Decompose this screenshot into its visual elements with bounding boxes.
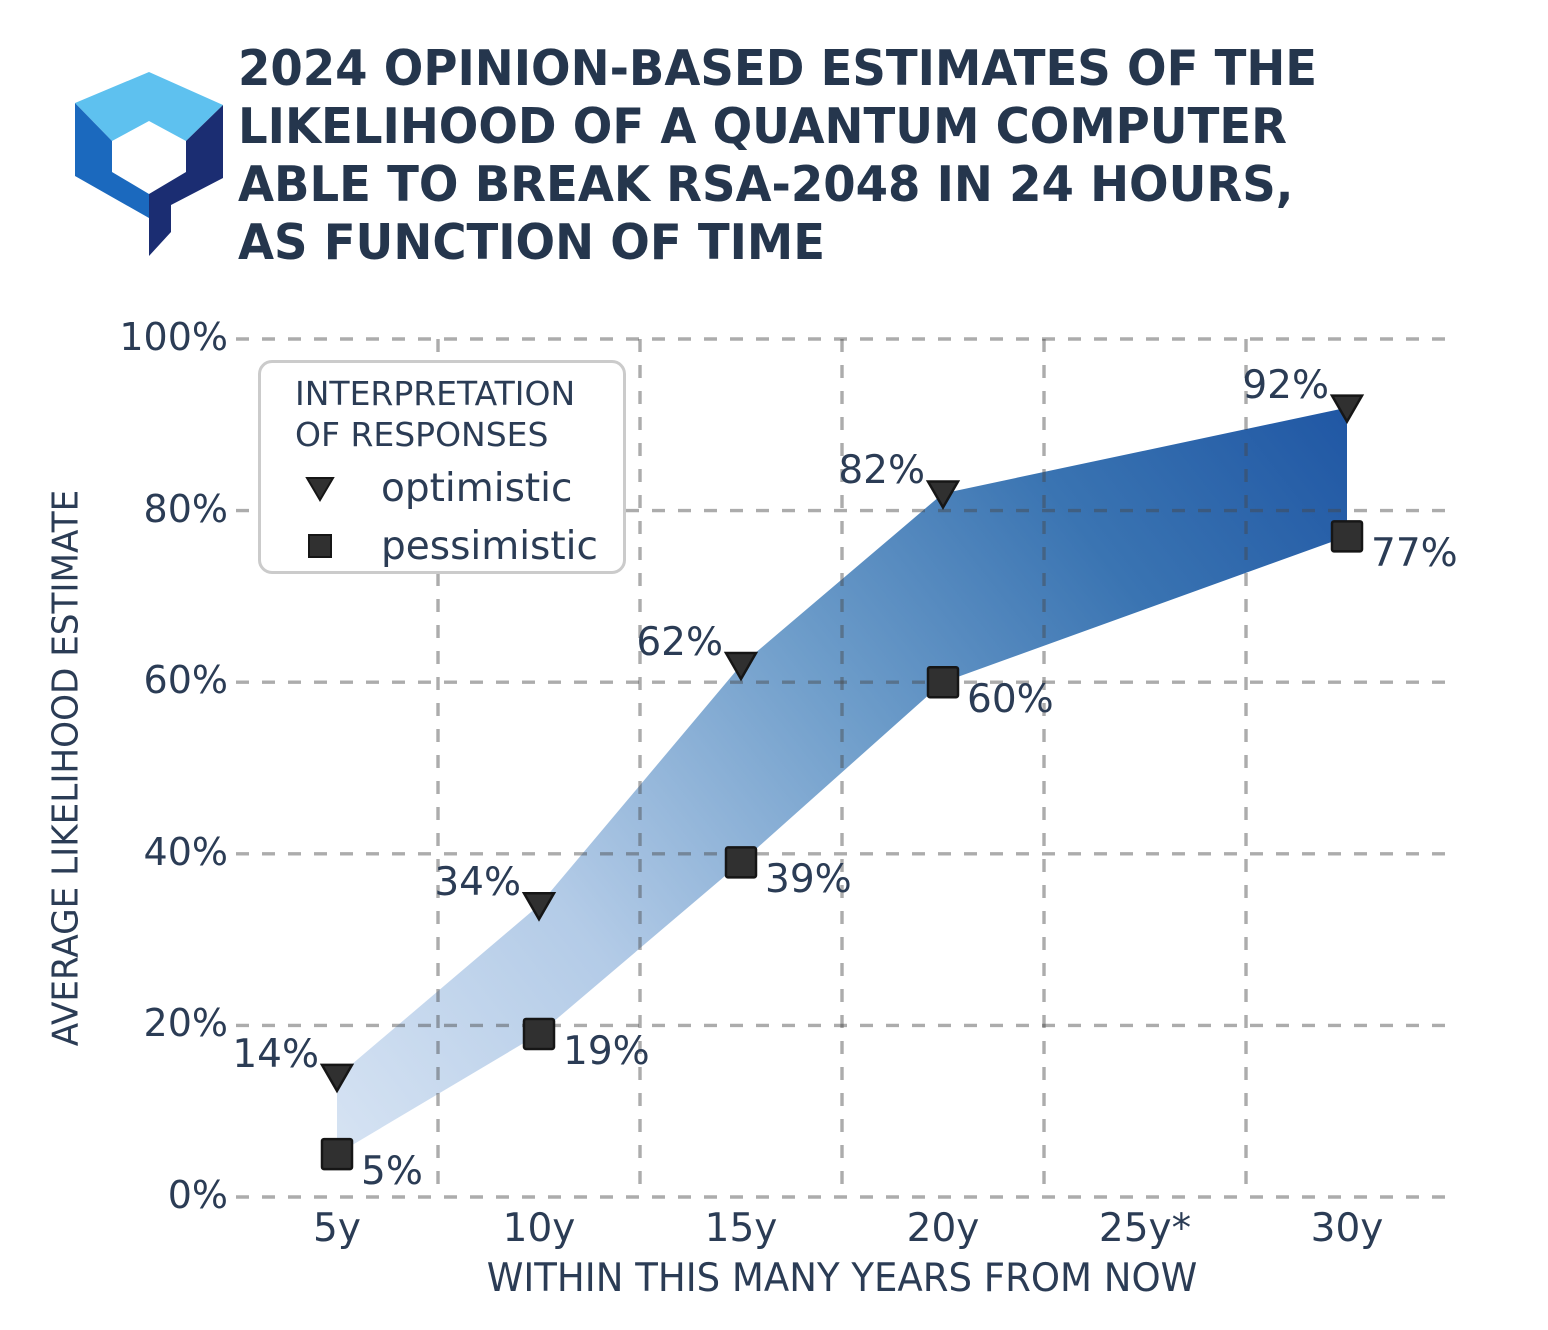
y-axis-label: AVERAGE LIKELIHOOD ESTIMATE: [45, 489, 87, 1047]
y-tick-80: 80%: [143, 486, 228, 531]
pessimistic-value-label-20y: 60%: [967, 677, 1054, 723]
x-axis-label: WITHIN THIS MANY YEARS FROM NOW: [486, 1256, 1198, 1301]
optimistic-marker-15y: [723, 651, 759, 682]
chart-title-line-3: ABLE TO BREAK RSA-2048 IN 24 HOURS,: [238, 156, 1294, 213]
legend-item-pessimistic: pessimistic: [305, 521, 623, 571]
x-tick-15y: 15y: [704, 1206, 778, 1251]
logo-right-band-with-tail: [149, 105, 223, 256]
pessimistic-value-label-30y: 77%: [1371, 531, 1458, 577]
pessimistic-value-label-15y: 39%: [765, 857, 852, 903]
likelihood-range-band: [337, 407, 1347, 1155]
optimistic-value-label-15y: 62%: [636, 620, 723, 666]
chart-title: 2024 OPINION-BASED ESTIMATES OF THE LIKE…: [238, 40, 1317, 272]
pessimistic-value-label-10y: 19%: [563, 1028, 650, 1074]
optimistic-value-label-10y: 34%: [434, 860, 521, 906]
y-tick-40: 40%: [143, 829, 228, 874]
legend-title-line-2: OF RESPONSES: [295, 415, 549, 454]
triangle-down-icon: [305, 477, 335, 502]
pessimistic-marker-15y: [724, 846, 758, 879]
x-tick-30y: 30y: [1310, 1206, 1384, 1251]
optimistic-marker-10y: [521, 892, 557, 922]
optimistic-marker-20y: [925, 480, 961, 510]
y-tick-100: 100%: [119, 315, 228, 359]
square-icon: [308, 534, 332, 558]
quantum-hexagon-q-logo: [75, 72, 223, 256]
pessimistic-marker-20y: [926, 665, 960, 699]
y-tick-60: 60%: [143, 658, 228, 703]
pessimistic-value-label-5y: 5%: [361, 1149, 423, 1195]
chart-title-line-2: LIKELIHOOD OF A QUANTUM COMPUTER: [238, 98, 1287, 155]
optimistic-marker-5y: [319, 1063, 355, 1094]
legend-title-line-1: INTERPRETATION: [295, 374, 576, 413]
legend-title: INTERPRETATION OF RESPONSES: [295, 373, 623, 455]
pessimistic-marker-30y: [1330, 520, 1364, 553]
optimistic-value-label-20y: 82%: [838, 448, 925, 494]
y-tick-20: 20%: [143, 1001, 228, 1046]
optimistic-value-label-5y: 14%: [232, 1031, 319, 1077]
y-tick-0: 0%: [167, 1173, 228, 1217]
logo-top-chevron: [75, 72, 223, 141]
x-tick-10y: 10y: [502, 1206, 576, 1251]
pessimistic-marker-10y: [522, 1017, 556, 1051]
legend-item-optimistic: optimistic: [305, 463, 623, 513]
pessimistic-marker-5y: [320, 1137, 354, 1171]
logo-left-band: [75, 103, 149, 218]
x-tick-5y: 5y: [313, 1206, 361, 1251]
optimistic-value-label-30y: 92%: [1242, 362, 1329, 408]
legend-label-pessimistic: pessimistic: [381, 523, 598, 569]
optimistic-marker-30y: [1329, 394, 1365, 425]
chart-title-line-4: AS FUNCTION OF TIME: [238, 214, 826, 271]
legend-label-optimistic: optimistic: [381, 465, 573, 511]
chart-title-line-1: 2024 OPINION-BASED ESTIMATES OF THE: [238, 40, 1318, 97]
legend: INTERPRETATION OF RESPONSES optimistic p…: [258, 360, 626, 574]
x-tick-20y: 20y: [906, 1206, 980, 1251]
x-tick-25y*: 25y*: [1098, 1206, 1192, 1251]
